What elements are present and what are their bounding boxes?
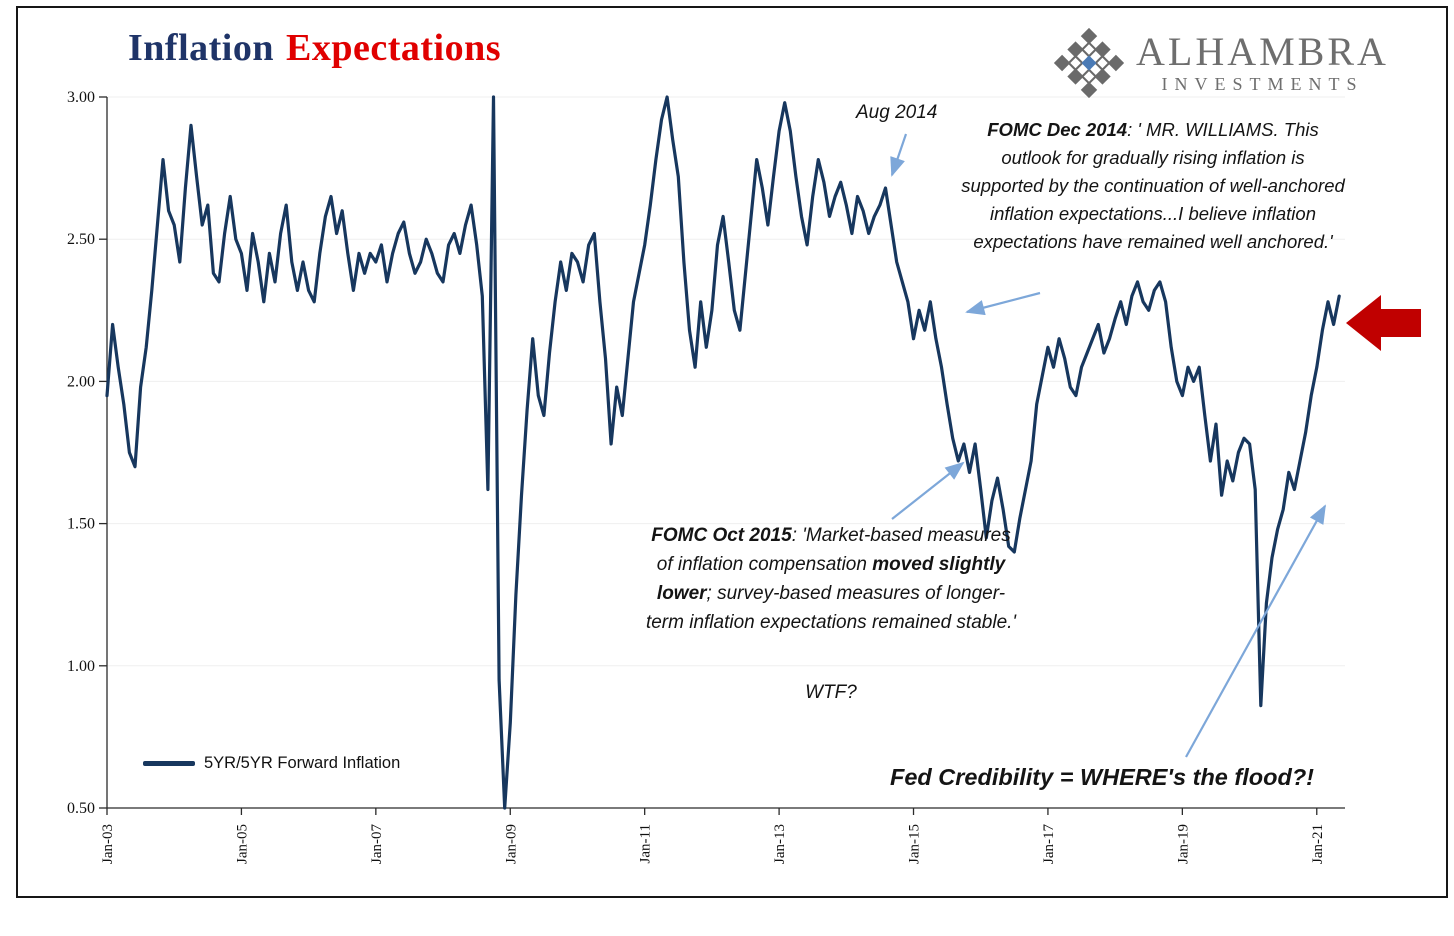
annotation-aug-2014: Aug 2014 xyxy=(856,102,937,124)
x-tick-label: Jan-05 xyxy=(234,824,250,864)
legend-label: 5YR/5YR Forward Inflation xyxy=(204,754,401,772)
fed-credibility-arrow-icon xyxy=(1185,504,1326,758)
annotation-fomc-dec-2014: FOMC Dec 2014: ' MR. WILLIAMS. This outl… xyxy=(960,116,1346,257)
x-tick-label: Jan-07 xyxy=(369,824,385,864)
y-tick-label: 1.50 xyxy=(67,516,95,533)
annotation-fomc-dec-2014-title: FOMC Dec 2014 xyxy=(987,119,1128,140)
annotation-fomc-oct-2015-bold-phrase: moved slightly lower xyxy=(656,553,1006,604)
fomc-dec-2014-arrow-icon xyxy=(965,291,1041,316)
y-tick-label: 1.00 xyxy=(67,658,95,675)
x-tick-label: Jan-11 xyxy=(638,824,654,863)
annotation-fed-credibility: Fed Credibility = WHERE's the flood?! xyxy=(856,764,1348,791)
x-tick-label: Jan-17 xyxy=(1041,824,1057,864)
annotation-wtf-text: WTF? xyxy=(805,682,857,703)
y-tick-label: 0.50 xyxy=(67,800,95,817)
fomc-oct-2015-arrow-icon xyxy=(891,461,965,520)
alhambra-diamond-icon xyxy=(1053,27,1125,99)
alhambra-logo: ALHAMBRA INVESTMENTS xyxy=(1052,26,1389,100)
annotation-fomc-oct-2015-text2: ; survey-based measures of longer-term i… xyxy=(645,582,1017,633)
aug-2014-arrow-icon xyxy=(890,133,908,177)
inflation-expectations-line xyxy=(105,95,1341,810)
logo-name: ALHAMBRA xyxy=(1136,29,1389,74)
legend-line-swatch xyxy=(143,761,195,766)
red-left-arrow-icon xyxy=(1346,295,1421,351)
y-tick-label: 3.00 xyxy=(67,89,95,106)
annotation-fed-credibility-text: Fed Credibility = WHERE's the flood?! xyxy=(889,764,1315,790)
legend: 5YR/5YR Forward Inflation xyxy=(143,754,400,773)
annotation-fomc-dec-2014-text: : ' MR. WILLIAMS. This outlook for gradu… xyxy=(961,119,1345,253)
annotation-fomc-oct-2015-text1: : 'Market-based measures of inflation co… xyxy=(656,525,1011,575)
title-word-inflation: Inflation xyxy=(128,27,274,69)
annotation-wtf: WTF? xyxy=(642,682,1020,704)
x-tick-label: Jan-03 xyxy=(100,824,116,864)
y-tick-label: 2.00 xyxy=(67,373,95,390)
title-word-expectations: Expectations xyxy=(285,27,501,69)
annotation-fomc-oct-2015-title: FOMC Oct 2015 xyxy=(651,525,792,546)
x-tick-label: Jan-15 xyxy=(907,824,923,864)
x-tick-label: Jan-21 xyxy=(1310,824,1326,864)
page-title: Inflation Expectations xyxy=(128,26,501,70)
y-tick-label: 2.50 xyxy=(67,231,95,248)
annotation-fomc-oct-2015: FOMC Oct 2015: 'Market-based measures of… xyxy=(642,522,1020,638)
annotation-aug-2014-text: Aug 2014 xyxy=(856,102,938,123)
x-tick-label: Jan-09 xyxy=(503,824,519,864)
logo-subtitle: INVESTMENTS xyxy=(1161,74,1364,94)
x-tick-label: Jan-19 xyxy=(1175,824,1191,864)
x-tick-label: Jan-13 xyxy=(772,824,788,864)
